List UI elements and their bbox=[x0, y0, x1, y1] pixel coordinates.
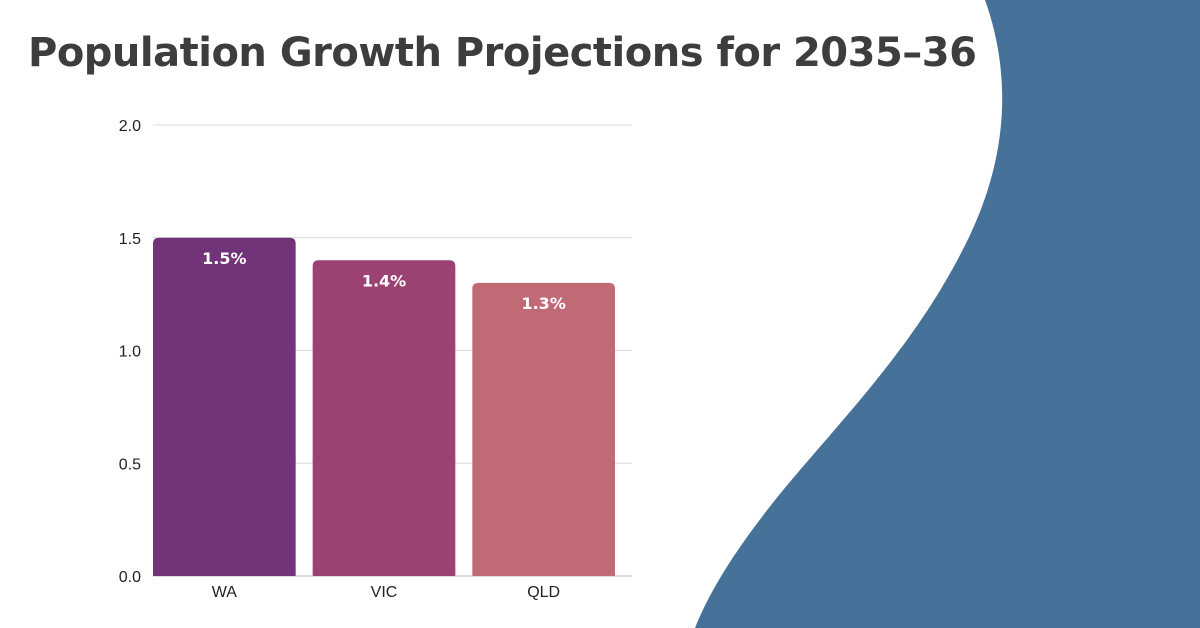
x-tick-label-vic: VIC bbox=[371, 584, 398, 601]
bar-qld bbox=[472, 282, 615, 576]
data-labels: 1.5% 1.4% 1.3% bbox=[202, 249, 566, 313]
bar-wa bbox=[153, 237, 296, 576]
data-label-vic: 1.4% bbox=[362, 271, 406, 290]
accent-wave bbox=[695, 0, 1200, 628]
y-tick-label: 0.0 bbox=[119, 569, 141, 586]
bars bbox=[153, 237, 615, 576]
x-tick-label-wa: WA bbox=[212, 584, 238, 601]
y-tick-label: 1.5 bbox=[119, 231, 141, 248]
chart-title: Population Growth Projections for 2035–3… bbox=[28, 30, 977, 76]
data-label-wa: 1.5% bbox=[202, 249, 246, 268]
x-axis-ticks: WA VIC QLD bbox=[212, 584, 560, 601]
y-axis-ticks: 0.0 0.5 1.0 1.5 2.0 bbox=[119, 118, 141, 586]
bar-vic bbox=[312, 260, 456, 576]
y-tick-label: 2.0 bbox=[119, 118, 141, 135]
data-label-qld: 1.3% bbox=[521, 294, 565, 313]
y-tick-label: 0.5 bbox=[119, 456, 141, 473]
x-tick-label-qld: QLD bbox=[527, 584, 560, 601]
y-tick-label: 1.0 bbox=[119, 344, 141, 361]
